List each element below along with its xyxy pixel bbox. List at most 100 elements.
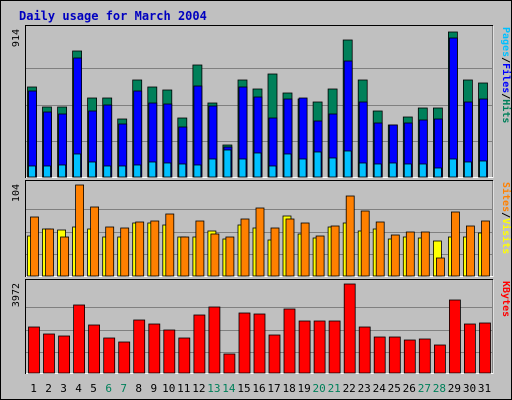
bar-pages (118, 165, 127, 178)
bar-pages (238, 158, 247, 178)
bar-kbytes (118, 341, 131, 374)
day-label: 20 (312, 382, 325, 395)
bar-pages (43, 165, 51, 178)
bar-pages (223, 149, 232, 178)
day-label: 8 (135, 382, 142, 395)
day-label: 18 (282, 382, 295, 395)
bar-pages (73, 153, 81, 178)
bar-pages (88, 161, 96, 178)
bar-pages (388, 162, 397, 178)
bar-pages (373, 163, 382, 178)
day-label: 4 (75, 382, 82, 395)
bar-pages (448, 158, 457, 178)
day-label: 24 (373, 382, 387, 395)
day-label: 7 (120, 382, 127, 395)
day-label: 1 (30, 382, 37, 395)
bar-sites (165, 213, 175, 277)
bar-files (133, 90, 143, 178)
bar-sites (300, 222, 310, 277)
bar-kbytes (298, 320, 311, 374)
bar-sites (225, 236, 235, 277)
day-label: 6 (105, 382, 112, 395)
legend-separator: / (500, 212, 511, 218)
bar-sites (195, 220, 205, 277)
legend-kbytes: KBytes (500, 281, 511, 317)
day-label: 29 (448, 382, 461, 395)
visits-sites-panel: 104 Sites/Visits (11, 180, 512, 277)
bar-kbytes (268, 334, 281, 374)
bar-files (28, 90, 37, 178)
bar-pages (58, 164, 66, 178)
day-axis-labels: 1 2 3 4 5 6 7 8 9 10 11 12 13 14 15 16 17 18 19 20 21 22 23 24 2… (30, 382, 491, 395)
day-label: 14 (222, 382, 236, 395)
bar-kbytes (388, 336, 401, 374)
bar-sites (465, 225, 475, 277)
bar-sites (315, 235, 325, 277)
bar-pages (433, 167, 442, 178)
bar-files (448, 37, 458, 178)
bar-sites (75, 184, 84, 277)
day-label: 19 (297, 382, 310, 395)
day-label: 11 (177, 382, 190, 395)
bar-kbytes (418, 338, 431, 374)
hits-files-pages-panel: 914 Pages/Files/Hits (11, 25, 512, 178)
visits-sites-max-label: 104 (11, 184, 22, 202)
chart-title: Daily usage for March 2004 (19, 9, 207, 23)
bar-sites (105, 226, 115, 277)
bar-sites (330, 225, 340, 277)
legend-separator: / (500, 57, 511, 63)
day-label: 17 (267, 382, 280, 395)
bar-sites (435, 257, 445, 277)
bar-kbytes (163, 329, 176, 374)
day-label: 30 (463, 382, 476, 395)
bar-pages (148, 161, 157, 178)
bar-kbytes (358, 326, 371, 374)
bar-kbytes (133, 319, 146, 374)
bar-kbytes (148, 323, 161, 374)
bar-kbytes (448, 299, 461, 374)
bar-sites (450, 211, 460, 277)
bar-kbytes (313, 320, 326, 374)
bar-sites (405, 231, 415, 277)
bar-pages (178, 163, 187, 178)
bar-kbytes (223, 353, 236, 374)
bar-pages (208, 158, 217, 178)
bar-kbytes (343, 283, 356, 374)
bar-sites (240, 218, 250, 277)
bar-sites (481, 220, 490, 277)
bar-kbytes (403, 339, 416, 374)
day-label: 10 (162, 382, 175, 395)
legend-separator: / (500, 93, 511, 99)
bar-pages (358, 162, 367, 178)
day-label: 22 (343, 382, 356, 395)
bar-pages (103, 165, 112, 178)
bar-kbytes (103, 337, 116, 374)
day-label: 9 (150, 382, 157, 395)
bar-sites (30, 216, 39, 277)
bar-sites (120, 227, 130, 277)
bar-sites (135, 221, 145, 277)
bar-pages (163, 162, 172, 178)
day-label: 2 (45, 382, 52, 395)
bar-sites (210, 233, 220, 277)
bar-sites (375, 221, 385, 277)
bar-files (193, 85, 203, 178)
bar-sites (60, 236, 69, 277)
legend-visits: Visits (500, 218, 512, 254)
legend-files: Files (500, 63, 512, 93)
bar-kbytes (193, 314, 206, 374)
bar-kbytes (238, 312, 251, 374)
day-label: 27 (418, 382, 431, 395)
bar-sites (345, 195, 355, 277)
bar-pages (403, 163, 412, 178)
bar-sites (180, 236, 190, 277)
bar-pages (313, 151, 322, 178)
kbytes-panel: 3972 KBytes (11, 279, 511, 374)
bar-kbytes (28, 326, 40, 374)
bar-sites (150, 220, 160, 277)
kbytes-legend: KBytes (500, 281, 511, 317)
bar-pages (283, 153, 292, 178)
bar-pages (343, 150, 352, 178)
bar-pages (133, 164, 142, 178)
